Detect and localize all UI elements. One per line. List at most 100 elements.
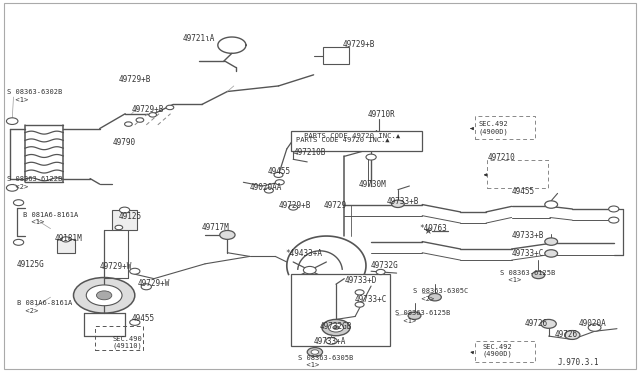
Text: 49730M: 49730M (358, 180, 386, 189)
Text: 49729: 49729 (323, 201, 346, 210)
Circle shape (61, 237, 70, 242)
Text: 49733+B: 49733+B (511, 231, 544, 240)
Text: 49729+W: 49729+W (138, 279, 170, 288)
Circle shape (120, 207, 130, 213)
Circle shape (307, 347, 323, 356)
Circle shape (326, 337, 337, 344)
Text: ★: ★ (423, 226, 431, 236)
Text: 49729+B: 49729+B (119, 75, 151, 84)
Text: 497210: 497210 (487, 153, 515, 162)
Circle shape (6, 118, 18, 125)
Text: 49455: 49455 (268, 167, 291, 176)
Text: S 08363-6305B: S 08363-6305B (298, 355, 353, 361)
Text: 49710R: 49710R (368, 110, 396, 119)
Circle shape (532, 271, 545, 279)
Bar (113, 210, 137, 231)
Text: (49110): (49110) (113, 343, 142, 349)
Circle shape (328, 323, 344, 332)
Circle shape (429, 294, 442, 301)
Circle shape (545, 201, 557, 208)
Text: (4900D): (4900D) (478, 128, 508, 135)
Circle shape (274, 172, 283, 177)
Circle shape (74, 278, 135, 313)
Circle shape (13, 200, 24, 206)
Circle shape (115, 225, 123, 230)
Text: 49455: 49455 (511, 187, 534, 196)
Text: SEC.490: SEC.490 (113, 336, 142, 341)
Text: 49726: 49726 (524, 318, 547, 328)
Text: 49721ιA: 49721ιA (182, 34, 215, 43)
Circle shape (609, 217, 619, 223)
Bar (323, 47, 349, 64)
Circle shape (149, 113, 157, 117)
Circle shape (311, 350, 319, 354)
FancyBboxPatch shape (291, 131, 422, 151)
Circle shape (264, 188, 273, 193)
Text: S 08363-6125B: S 08363-6125B (396, 311, 451, 317)
Circle shape (303, 266, 316, 274)
Circle shape (408, 312, 421, 320)
Text: PARTS CODE 49720 INC.▲: PARTS CODE 49720 INC.▲ (296, 137, 390, 143)
Circle shape (333, 326, 339, 330)
Text: 497210B: 497210B (293, 148, 326, 157)
Text: 49733+A: 49733+A (314, 337, 346, 346)
Text: 49733+C: 49733+C (355, 295, 387, 304)
Circle shape (141, 284, 152, 290)
Circle shape (392, 200, 404, 208)
Text: SEC.492: SEC.492 (483, 344, 513, 350)
Text: <1>: <1> (23, 219, 44, 225)
Text: *49763: *49763 (419, 224, 447, 234)
Bar (57, 239, 75, 253)
Text: S 08363-6122B: S 08363-6122B (7, 176, 62, 182)
Circle shape (322, 320, 350, 336)
Bar (291, 274, 390, 346)
Text: 49125: 49125 (119, 212, 142, 221)
Circle shape (609, 206, 619, 212)
Text: 49717M: 49717M (202, 223, 230, 232)
Text: 49455: 49455 (132, 314, 155, 323)
Text: SEC.492: SEC.492 (478, 121, 508, 128)
Text: 49726: 49726 (555, 330, 578, 339)
Text: <2>: <2> (7, 184, 28, 190)
Text: S 08363-6125B: S 08363-6125B (500, 270, 556, 276)
Text: <1>: <1> (396, 318, 417, 324)
Circle shape (130, 320, 140, 326)
Text: 49729+W: 49729+W (100, 262, 132, 271)
Text: 49733+D: 49733+D (344, 276, 377, 285)
Circle shape (130, 268, 140, 274)
Text: <1>: <1> (298, 362, 319, 368)
Circle shape (136, 118, 144, 122)
Text: 49732GB: 49732GB (320, 322, 353, 331)
Circle shape (355, 302, 364, 307)
Text: 49729+B: 49729+B (132, 105, 164, 114)
Circle shape (545, 238, 557, 245)
Circle shape (13, 239, 24, 245)
Text: 49790: 49790 (113, 138, 136, 147)
Circle shape (97, 291, 112, 300)
Circle shape (588, 324, 601, 331)
Text: 49020AA: 49020AA (250, 183, 282, 192)
Text: PARTS CODE 49720 INC.▲: PARTS CODE 49720 INC.▲ (304, 132, 400, 138)
Circle shape (541, 320, 556, 328)
Text: J.970.3.1: J.970.3.1 (557, 358, 599, 367)
Text: 49733+B: 49733+B (387, 198, 419, 206)
Circle shape (125, 122, 132, 126)
Circle shape (366, 154, 376, 160)
Text: 49125G: 49125G (17, 260, 44, 269)
Text: <1>: <1> (7, 97, 28, 103)
Text: S 08363-6302B: S 08363-6302B (7, 89, 62, 95)
Circle shape (355, 290, 364, 295)
Text: 49729+B: 49729+B (278, 201, 311, 210)
Text: B 081A6-8161A: B 081A6-8161A (23, 212, 78, 218)
Circle shape (6, 185, 18, 191)
Text: 49020A: 49020A (579, 318, 606, 328)
Text: B 081A6-8161A: B 081A6-8161A (17, 301, 72, 307)
Text: 49733+C: 49733+C (511, 249, 544, 258)
Circle shape (376, 269, 385, 275)
Text: 49729+B: 49729+B (342, 40, 375, 49)
Text: (4900D): (4900D) (483, 351, 513, 357)
Text: <2>: <2> (413, 296, 434, 302)
Circle shape (545, 250, 557, 257)
Text: <1>: <1> (500, 277, 522, 283)
Text: <2>: <2> (17, 308, 38, 314)
